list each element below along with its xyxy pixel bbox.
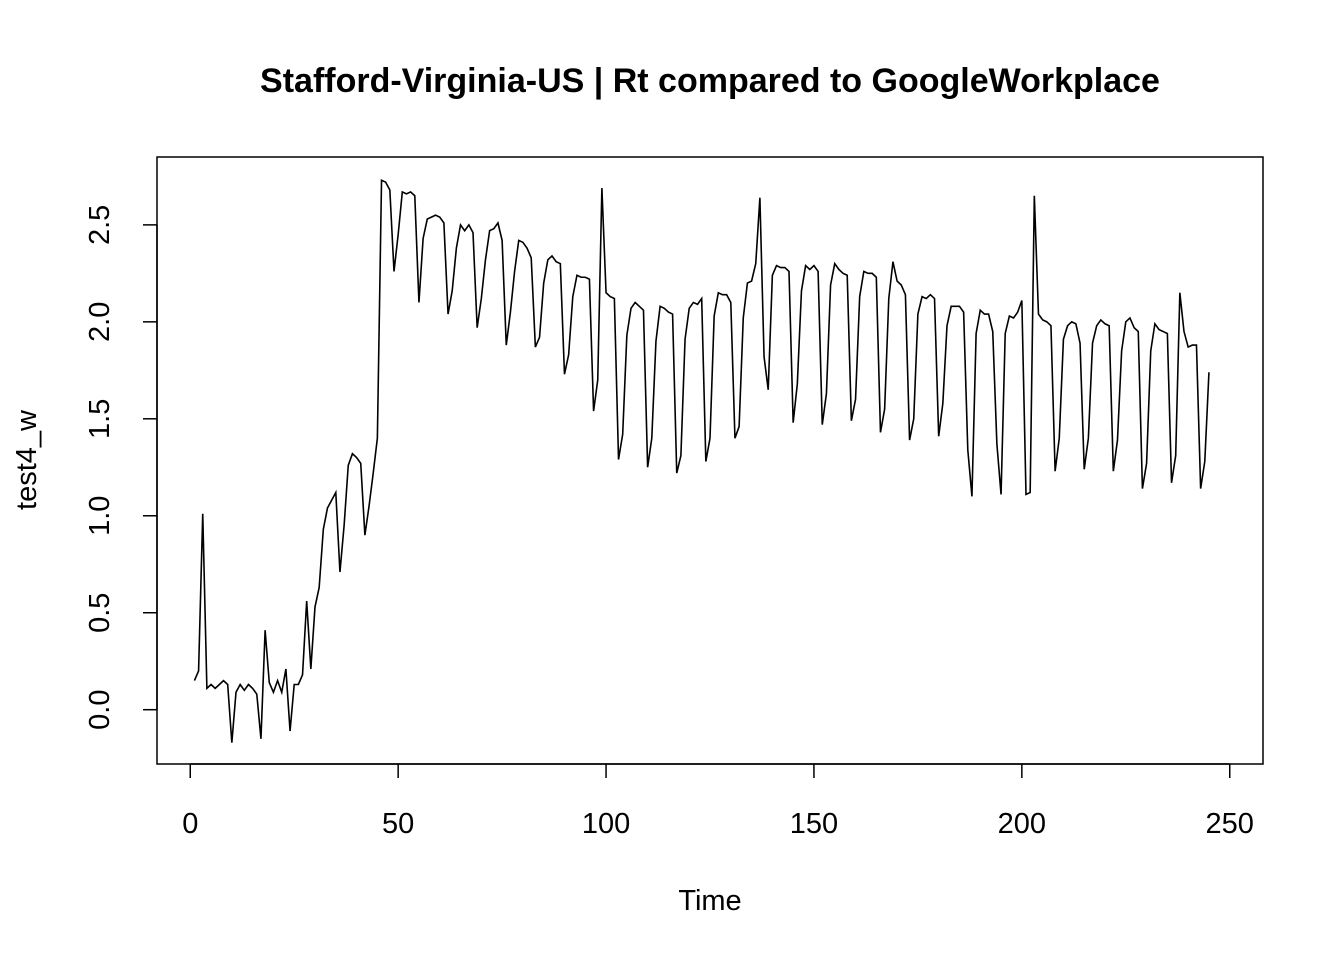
x-tick-label: 200 [998, 808, 1046, 840]
y-axis: 0.0 0.5 1.0 1.5 2.0 2.5 [84, 205, 158, 730]
y-tick-label: 0.5 [84, 593, 116, 633]
x-axis: 0 50 100 150 200 250 [182, 763, 1254, 840]
x-tick-label: 0 [182, 808, 198, 840]
y-tick-label: 0.0 [84, 690, 116, 730]
y-tick-label: 1.0 [84, 496, 116, 536]
plot-frame [156, 156, 1264, 765]
x-tick-label: 50 [382, 808, 414, 840]
x-tick-label: 100 [582, 808, 630, 840]
y-tick-label: 1.5 [84, 399, 116, 439]
x-tick-label: 250 [1206, 808, 1254, 840]
x-axis-label: Time [678, 885, 741, 917]
series-line [193, 179, 1210, 743]
series-points [193, 179, 1210, 743]
y-axis-label: test4_w [11, 409, 43, 510]
x-tick-label: 150 [790, 808, 838, 840]
chart-title: Stafford-Virginia-US | Rt compared to Go… [260, 62, 1160, 100]
y-tick-label: 2.5 [84, 205, 116, 245]
y-tick-label: 2.0 [84, 302, 116, 342]
